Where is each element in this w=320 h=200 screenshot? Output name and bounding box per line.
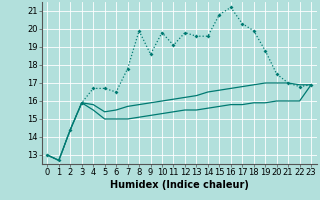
X-axis label: Humidex (Indice chaleur): Humidex (Indice chaleur) (110, 180, 249, 190)
